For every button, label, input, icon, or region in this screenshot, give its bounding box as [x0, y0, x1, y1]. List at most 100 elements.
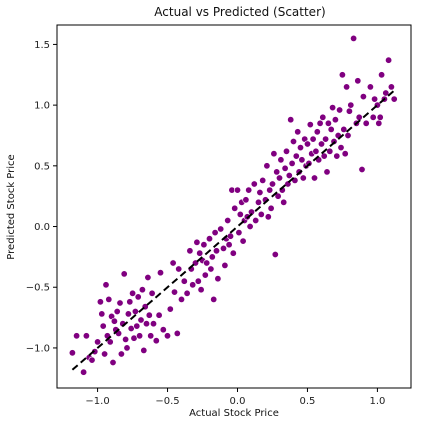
data-point	[354, 77, 362, 85]
data-point	[239, 237, 247, 245]
data-point	[277, 156, 285, 164]
data-point	[378, 71, 386, 79]
data-point	[317, 140, 325, 148]
data-point	[164, 332, 172, 340]
data-point	[200, 241, 208, 249]
data-point	[375, 119, 383, 127]
data-point	[371, 95, 379, 103]
data-point	[288, 159, 296, 167]
data-point	[347, 101, 355, 109]
data-point	[256, 189, 264, 197]
data-point	[211, 229, 219, 237]
data-point	[298, 156, 306, 164]
data-point	[296, 144, 304, 152]
reference-line	[71, 88, 397, 371]
y-tick-label: 0.0	[34, 222, 50, 233]
data-point	[178, 295, 186, 303]
data-point	[358, 166, 366, 174]
data-point	[326, 147, 334, 155]
data-point	[312, 147, 320, 155]
data-point	[323, 168, 331, 176]
data-point	[220, 244, 228, 252]
data-point	[322, 135, 330, 143]
x-tick-label: 1.0	[369, 396, 385, 407]
data-point	[197, 286, 205, 294]
x-axis-title: Actual Stock Price	[189, 408, 279, 419]
data-point	[231, 204, 239, 212]
data-point	[113, 307, 121, 315]
data-point	[99, 322, 107, 330]
y-tick-label: −0.5	[26, 283, 50, 294]
data-point	[102, 281, 110, 289]
data-point	[319, 113, 327, 121]
data-point	[175, 265, 183, 273]
data-point	[340, 125, 348, 133]
data-point	[120, 270, 128, 278]
data-point	[303, 140, 311, 148]
data-point	[236, 210, 244, 218]
data-point	[259, 176, 267, 184]
points-layer	[68, 34, 398, 376]
data-point	[138, 286, 146, 294]
data-point	[362, 119, 370, 127]
data-point	[183, 289, 191, 297]
y-tick-label: 1.0	[34, 101, 50, 112]
data-point	[194, 277, 202, 285]
data-point	[343, 83, 351, 91]
data-point	[173, 329, 181, 337]
data-point	[227, 232, 235, 240]
data-point	[98, 310, 106, 318]
data-point	[208, 253, 216, 261]
data-point	[369, 113, 377, 121]
data-point	[255, 198, 263, 206]
data-point	[257, 210, 265, 218]
data-point	[242, 196, 250, 204]
y-tick-label: −1.0	[26, 343, 50, 354]
data-point	[88, 356, 96, 364]
data-point	[207, 265, 215, 273]
x-tick-label: −1.0	[85, 396, 109, 407]
data-point	[337, 144, 345, 152]
data-point	[294, 128, 302, 136]
data-point	[143, 320, 151, 328]
data-point	[129, 289, 137, 297]
data-point	[385, 56, 393, 64]
y-tick-label: 0.5	[34, 161, 50, 172]
data-point	[189, 281, 197, 289]
data-point	[186, 247, 194, 255]
data-point	[263, 162, 271, 170]
data-point	[150, 320, 158, 328]
data-point	[80, 368, 88, 376]
data-point	[133, 322, 141, 330]
data-point	[101, 350, 109, 358]
x-axis: −1.0 −0.5 0.0 0.5 1.0	[85, 388, 385, 407]
y-tick-label: 1.5	[34, 40, 50, 51]
data-point	[94, 338, 102, 346]
data-point	[246, 223, 254, 231]
data-point	[310, 174, 318, 182]
data-point	[270, 150, 278, 158]
data-point	[123, 344, 131, 352]
data-point	[196, 249, 204, 257]
data-point	[171, 288, 179, 296]
data-point	[214, 275, 222, 283]
chart-title: Actual vs Predicted (Scatter)	[154, 5, 325, 19]
data-point	[281, 164, 289, 172]
data-point	[106, 338, 114, 346]
data-point	[285, 172, 293, 180]
data-point	[221, 261, 229, 269]
x-tick-label: 0.0	[230, 396, 246, 407]
data-point	[331, 116, 339, 124]
data-point	[193, 238, 201, 246]
data-point	[366, 83, 374, 91]
x-tick-label: −0.5	[155, 396, 179, 407]
data-point	[201, 271, 209, 279]
data-point	[327, 125, 335, 133]
plot-frame	[56, 24, 412, 389]
data-point	[267, 204, 275, 212]
data-point	[355, 113, 363, 121]
data-point	[126, 298, 134, 306]
data-point	[299, 174, 307, 182]
data-point	[134, 293, 142, 301]
data-point	[137, 316, 145, 324]
